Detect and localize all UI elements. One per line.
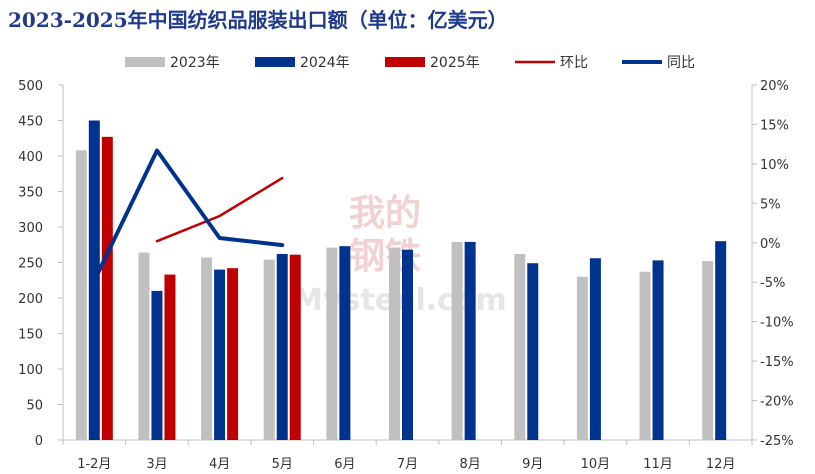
legend-swatch-2025年	[385, 57, 425, 67]
bar-2023年-7月	[389, 247, 400, 440]
watermark-line-1: 我的	[349, 193, 421, 234]
legend-label-2024年: 2024年	[300, 55, 350, 71]
bar-2024年-4月	[214, 269, 226, 440]
x-tick-label: 10月	[581, 457, 611, 472]
y-right-tick-label: -20%	[760, 395, 794, 410]
bar-2024年-10月	[589, 258, 601, 440]
bar-2024年-5月	[276, 253, 288, 440]
y-left-tick-label: 250	[18, 257, 43, 272]
bar-2023年-11月	[639, 271, 651, 440]
x-tick-label: 8月	[459, 457, 480, 472]
bar-2024年-8月	[464, 241, 476, 440]
y-left-tick-label: 150	[18, 328, 43, 343]
x-tick-label: 1-2月	[77, 457, 111, 472]
x-tick-label: 6月	[334, 457, 355, 472]
y-right-tick-label: -25%	[760, 434, 794, 449]
bar-2023年-5月	[263, 259, 275, 440]
legend-label-同比: 同比	[667, 55, 695, 71]
x-tick-label: 4月	[209, 457, 230, 472]
legend-label-2025年: 2025年	[430, 55, 480, 71]
y-right-tick-label: 10%	[760, 158, 789, 173]
y-right-tick-label: 0%	[760, 237, 781, 252]
y-right-tick-label: 15%	[760, 118, 789, 133]
bar-2025年-4月	[227, 268, 239, 440]
legend-label-环比: 环比	[560, 55, 588, 71]
y-left-tick-label: 200	[18, 292, 43, 307]
bar-2024年-6月	[339, 246, 351, 440]
bar-2025年-1-2月	[101, 136, 113, 440]
x-tick-label: 3月	[146, 457, 167, 472]
y-left-tick-label: 450	[18, 115, 43, 130]
x-tick-label: 12月	[706, 457, 736, 472]
bar-2023年-6月	[326, 247, 338, 440]
bar-2024年-12月	[715, 241, 727, 440]
bar-2023年-10月	[576, 276, 588, 440]
y-left-tick-label: 500	[18, 79, 43, 94]
y-left-tick-label: 0	[35, 434, 43, 449]
y-right-tick-label: -15%	[760, 355, 794, 370]
line-series-同比	[92, 148, 285, 283]
y-left-tick-label: 350	[18, 186, 43, 201]
bar-2023年-3月	[138, 252, 150, 440]
chart-title: 2023-2025年中国纺织品服装出口额（单位：亿美元）	[8, 8, 508, 32]
y-left-tick-label: 300	[18, 221, 43, 236]
y-right-tick-label: -10%	[760, 316, 794, 331]
bar-2023年-1-2月	[75, 150, 87, 440]
bar-2025年-3月	[164, 274, 176, 440]
y-left-tick-label: 100	[18, 363, 43, 378]
y-right-tick-label: 20%	[760, 79, 789, 94]
bar-2023年-12月	[702, 261, 714, 440]
bar-2025年-5月	[289, 254, 301, 440]
x-tick-label: 11月	[643, 457, 673, 472]
bar-2023年-4月	[201, 257, 213, 440]
legend-label-2023年: 2023年	[170, 55, 220, 71]
y-left-tick-label: 50	[26, 399, 43, 414]
bar-2024年-11月	[652, 260, 664, 440]
x-tick-label: 7月	[397, 457, 418, 472]
x-tick-label: 9月	[522, 457, 543, 472]
bar-2024年-7月	[402, 249, 413, 440]
bar-2023年-8月	[451, 241, 463, 440]
line-series-环比	[155, 176, 284, 243]
legend-swatch-2023年	[125, 57, 165, 67]
x-tick-label: 5月	[272, 457, 293, 472]
y-right-tick-label: 5%	[760, 197, 781, 212]
y-right-tick-label: -5%	[760, 276, 785, 291]
legend-swatch-2024年	[255, 57, 295, 67]
y-left-tick-label: 400	[18, 150, 43, 165]
bar-2024年-3月	[151, 290, 163, 440]
bar-2024年-9月	[527, 263, 539, 440]
bar-2023年-9月	[514, 253, 526, 440]
